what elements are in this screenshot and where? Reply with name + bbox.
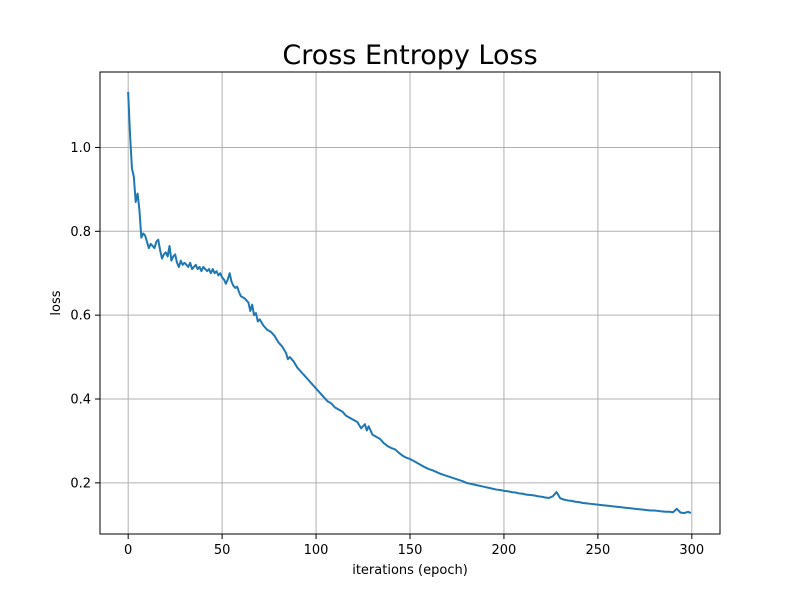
x-tick-label: 150 [398,543,423,558]
x-tick-label: 200 [492,543,517,558]
y-tick-label: 1.0 [70,141,91,156]
x-ticks: 0 50 100 150 200 250 300 [124,534,704,558]
x-axis-label: iterations (epoch) [352,563,468,578]
y-ticks: 0.2 0.4 0.6 0.8 1.0 [70,141,100,491]
chart-title: Cross Entropy Loss [282,40,537,71]
x-tick-label: 300 [679,543,704,558]
series-layer [127,91,692,515]
y-axis-label: loss [49,290,64,315]
series-line-loss [127,91,692,515]
grid-layer [100,72,720,534]
x-tick-label: 100 [304,543,329,558]
y-tick-label: 0.8 [70,225,91,240]
x-tick-label: 250 [585,543,610,558]
y-tick-label: 0.4 [70,393,91,408]
y-tick-label: 0.2 [70,476,91,491]
y-tick-label: 0.6 [70,309,91,324]
x-tick-label: 0 [124,543,132,558]
x-tick-label: 50 [214,543,231,558]
